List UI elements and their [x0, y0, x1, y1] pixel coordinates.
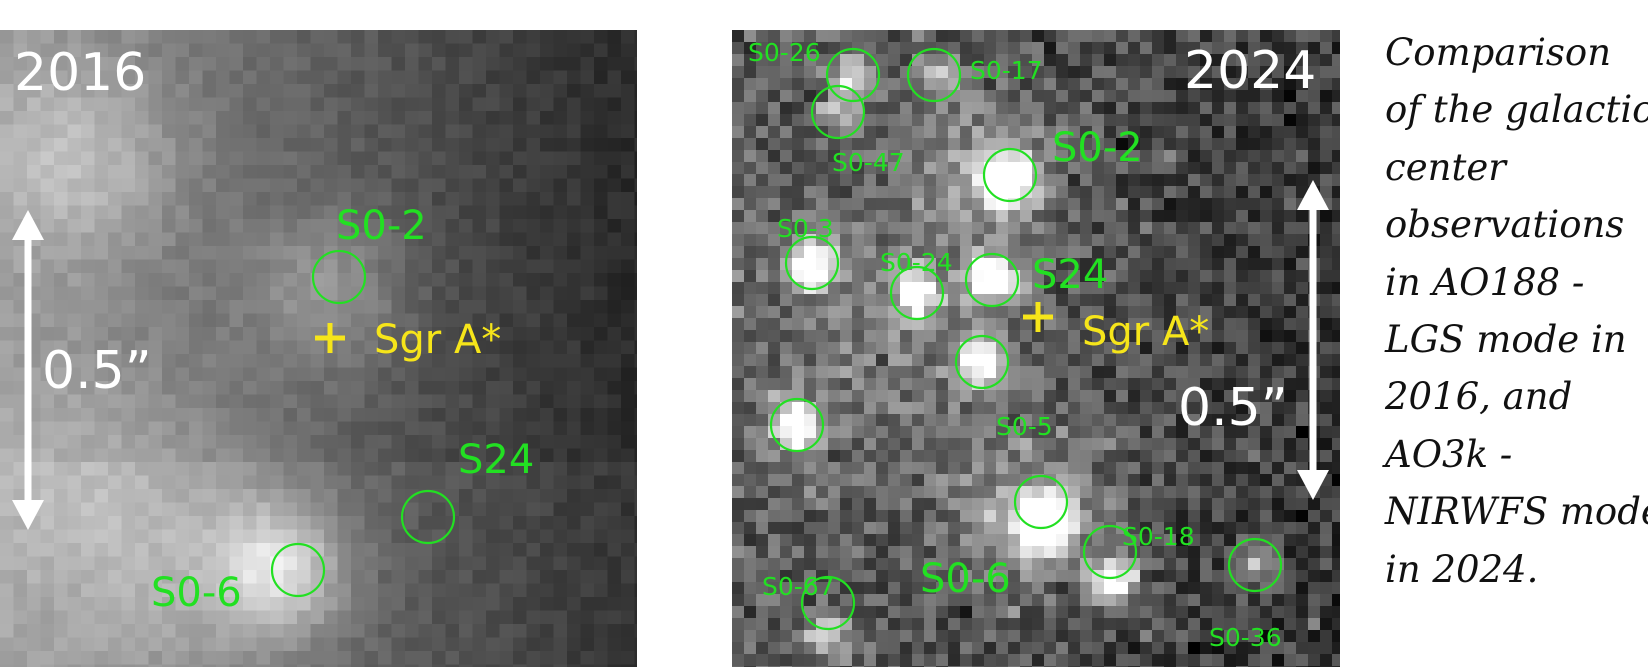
caption-line: center: [1385, 145, 1506, 189]
sgr-a-label-2016: Sgr A*: [374, 317, 502, 363]
scale-arrow-2024: [1297, 180, 1329, 500]
star-label-s067: S0-67: [762, 572, 835, 601]
star-circle-s024: [889, 265, 945, 321]
caption-line: Comparison: [1385, 31, 1612, 74]
year-label-2016: 2016: [14, 43, 147, 103]
star-circle-s017: [906, 47, 962, 103]
star-circle-s026: [825, 47, 881, 103]
pixel-grid: [732, 30, 1340, 667]
star-label-s03: S0-3: [777, 214, 834, 243]
scale-arrow-2016: [12, 210, 44, 530]
star-label-s02-2016: S0-2: [336, 203, 427, 249]
caption-line: observations: [1385, 203, 1625, 247]
star-label-s24-2024: S24: [1032, 252, 1109, 298]
star-label-s24-2016: S24: [458, 437, 535, 483]
star-circle-s06-2024: [1013, 474, 1069, 530]
year-label-2024: 2024: [1184, 41, 1317, 101]
sgr-a-cross-2016: [315, 323, 345, 353]
scale-label-2016: 0.5”: [42, 341, 152, 401]
star-label-s05: S0-5: [996, 412, 1053, 441]
star-label-s017: S0-17: [970, 56, 1043, 85]
star-circle-s047: [810, 84, 866, 140]
star-label-s036: S0-36: [1209, 623, 1282, 652]
scale-label-2024: 0.5”: [1178, 378, 1288, 438]
caption-line: AO3k -: [1385, 432, 1513, 476]
caption-line: 2016, and: [1385, 375, 1573, 419]
sgr-a-label-2024: Sgr A*: [1082, 309, 1210, 355]
star-label-s02-2024: S0-2: [1052, 125, 1143, 171]
star-circle-s067-lower: [769, 397, 825, 453]
star-label-s024: S0-24: [880, 248, 953, 277]
pixel-image-2024: [732, 30, 1340, 667]
caption-line: LGS mode in: [1385, 318, 1627, 362]
star-circle-s06-2016: [270, 542, 326, 598]
star-circle-s067: [800, 575, 856, 631]
star-label-s06-2016: S0-6: [151, 570, 242, 616]
star-label-s047: S0-47: [832, 148, 905, 177]
star-label-s026: S0-26: [748, 38, 821, 67]
pixel-image-2016: [0, 30, 637, 667]
star-circle-s24-2024: [964, 252, 1020, 308]
caption-line: in 2024.: [1385, 547, 1539, 591]
star-label-s018: S0-18: [1122, 522, 1195, 551]
star-circle-s02-2016: [311, 249, 367, 305]
star-circle-s018: [1082, 524, 1138, 580]
star-label-s06-2024: S0-6: [920, 556, 1011, 602]
image-panel-2024: 2024 0.5” S0-26 S0-17 S0-47 S0-2 S0-3 S0…: [732, 30, 1340, 667]
caption-line: in AO188 -: [1385, 260, 1585, 304]
figure-caption: Comparison of the galactic center observ…: [1385, 24, 1648, 598]
sgr-a-cross-2024: [1023, 302, 1053, 332]
star-circle-s24-2016: [400, 489, 456, 545]
image-panel-2016: 2016 0.5” S0-2 S24 S0-6 Sgr A*: [0, 30, 637, 667]
caption-line: of the galactic: [1385, 88, 1648, 132]
caption-line: NIRWFS mode: [1385, 490, 1648, 534]
star-circle-s036: [1227, 537, 1283, 593]
star-circle-s05: [954, 334, 1010, 390]
star-circle-s03: [784, 235, 840, 291]
star-circle-s02-2024: [982, 147, 1038, 203]
pixel-grid: [0, 30, 637, 667]
